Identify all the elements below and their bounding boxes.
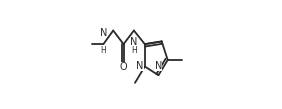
Text: O: O (120, 62, 127, 72)
Text: N: N (136, 61, 144, 72)
Text: N: N (130, 37, 138, 47)
Text: N: N (100, 28, 107, 38)
Text: H: H (100, 46, 106, 55)
Text: H: H (131, 46, 137, 55)
Text: N: N (155, 61, 162, 71)
